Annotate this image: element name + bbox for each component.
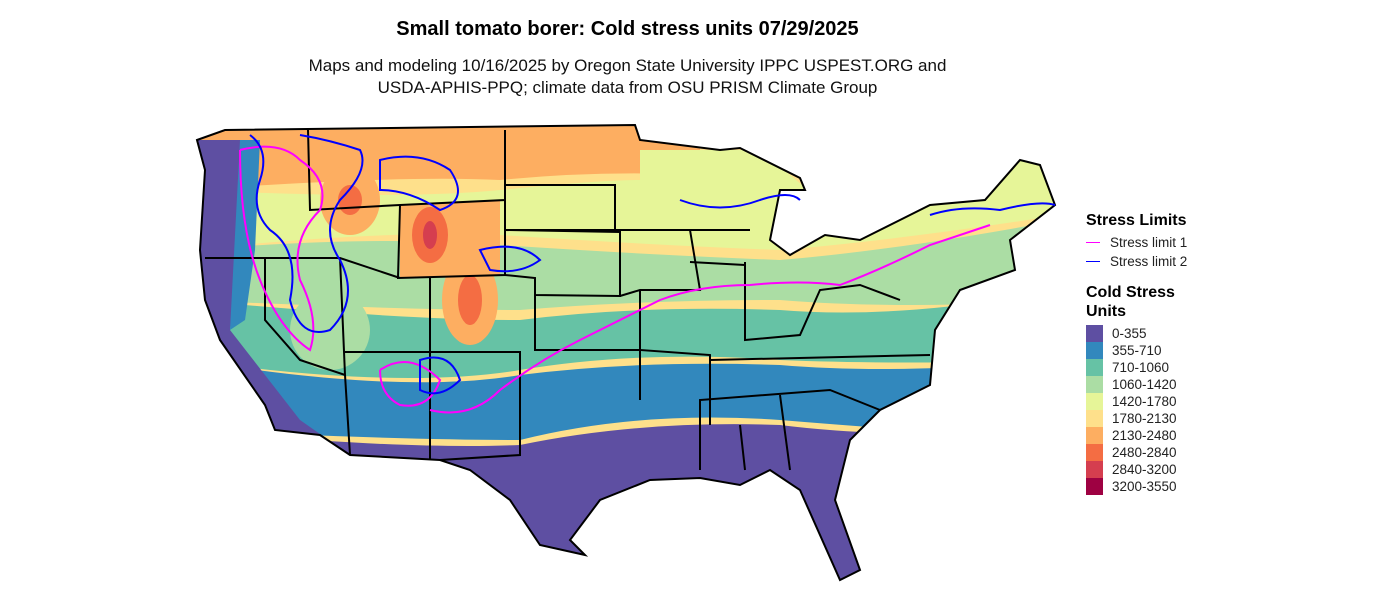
color-swatch <box>1086 478 1103 495</box>
legend-label: 710-1060 <box>1112 360 1170 375</box>
subtitle-line-2: USDA-APHIS-PPQ; climate data from OSU PR… <box>377 78 878 97</box>
legend-label: 2130-2480 <box>1112 428 1177 443</box>
legend-csu-item: 710-1060 <box>1086 359 1187 376</box>
band-355-710 <box>197 360 1055 440</box>
legend-label: 1780-2130 <box>1112 411 1177 426</box>
legend-csu-item: 2840-3200 <box>1086 461 1187 478</box>
blue-line-icon <box>1086 260 1100 263</box>
state-borders <box>196 124 1056 581</box>
csu-legend-items: 0-355 355-710 710-1060 1060-1420 1420-1780 17… <box>1086 325 1187 495</box>
legend-csu-item: 1780-2130 <box>1086 410 1187 427</box>
legend-csu-item: 2480-2840 <box>1086 444 1187 461</box>
legend: Stress Limits Stress limit 1 Stress limi… <box>1086 211 1187 495</box>
legend-stress-limit-1: Stress limit 1 <box>1086 233 1187 252</box>
stress-limit-2-contour <box>249 134 1056 395</box>
legend-csu-item: 0-355 <box>1086 325 1187 342</box>
csu-title-line-1: Cold Stress <box>1086 284 1175 301</box>
map-subtitle: Maps and modeling 10/16/2025 by Oregon S… <box>0 55 1255 99</box>
color-swatch <box>1086 427 1103 444</box>
legend-label: 2840-3200 <box>1112 462 1177 477</box>
legend-csu-item: 2130-2480 <box>1086 427 1187 444</box>
legend-label: 355-710 <box>1112 343 1162 358</box>
legend-csu-item: 355-710 <box>1086 342 1187 359</box>
legend-label: Stress limit 1 <box>1110 235 1188 250</box>
cold-stress-units-title: Cold Stress Units <box>1086 283 1187 321</box>
color-swatch <box>1086 461 1103 478</box>
legend-csu-item: 3200-3550 <box>1086 478 1187 495</box>
legend-stress-limit-2: Stress limit 2 <box>1086 252 1187 271</box>
color-swatch <box>1086 325 1103 342</box>
legend-label: 3200-3550 <box>1112 479 1177 494</box>
csu-title-line-2: Units <box>1086 303 1126 320</box>
color-swatch <box>1086 393 1103 410</box>
legend-csu-item: 1060-1420 <box>1086 376 1187 393</box>
band-710-1060 <box>197 290 1055 378</box>
magenta-line-icon <box>1086 241 1100 244</box>
color-swatch <box>1086 359 1103 376</box>
color-swatch <box>1086 410 1103 427</box>
color-swatch <box>1086 444 1103 461</box>
legend-csu-item: 1420-1780 <box>1086 393 1187 410</box>
map-title: Small tomato borer: Cold stress units 07… <box>396 18 859 40</box>
subtitle-line-1: Maps and modeling 10/16/2025 by Oregon S… <box>308 56 947 75</box>
stress-limits-title: Stress Limits <box>1086 212 1187 229</box>
legend-label: 2480-2840 <box>1112 445 1177 460</box>
band-0-355 <box>197 424 1055 580</box>
stress-limit-1-contour <box>239 145 991 414</box>
legend-label: 1420-1780 <box>1112 394 1177 409</box>
color-swatch <box>1086 376 1103 393</box>
legend-label: 1060-1420 <box>1112 377 1177 392</box>
color-swatch <box>1086 342 1103 359</box>
legend-label: Stress limit 2 <box>1110 254 1188 269</box>
legend-label: 0-355 <box>1112 326 1147 341</box>
